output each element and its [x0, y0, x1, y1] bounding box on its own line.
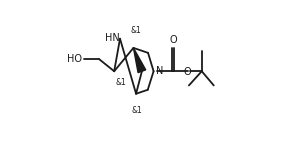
Text: &1: &1 — [131, 26, 142, 35]
Text: N: N — [156, 66, 163, 76]
Text: O: O — [184, 67, 192, 77]
Text: HN: HN — [105, 33, 119, 43]
Polygon shape — [133, 48, 146, 73]
Text: O: O — [169, 35, 177, 45]
Text: HO: HO — [67, 54, 82, 64]
Text: &1: &1 — [116, 78, 126, 87]
Text: &1: &1 — [132, 106, 142, 115]
